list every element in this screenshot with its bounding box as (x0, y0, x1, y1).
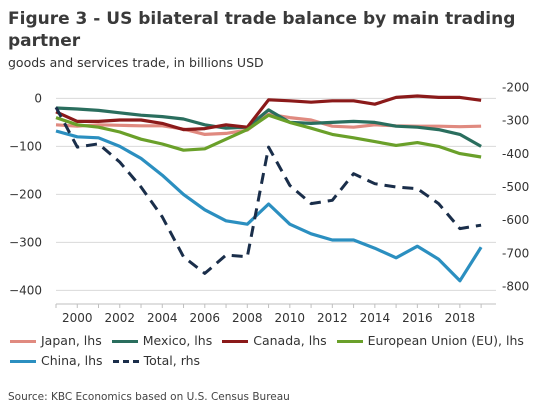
series-line-mexico-lhs (55, 106, 482, 148)
legend-item: Mexico, lhs (111, 333, 213, 348)
series-line-china-lhs (55, 129, 483, 283)
series-line-total-rhs (54, 106, 482, 275)
right-tick-label: -600 (502, 213, 529, 227)
legend-swatch (111, 340, 138, 343)
left-tick-label: −300 (9, 235, 42, 249)
legend-item: European Union (EU), lhs (336, 333, 524, 348)
legend-label: Canada, lhs (253, 333, 327, 348)
left-tick-label: −100 (9, 139, 42, 153)
legend-item: Japan, lhs (10, 333, 102, 348)
legend-swatch (222, 340, 249, 343)
chart-title: Figure 3 - US bilateral trade balance by… (8, 9, 516, 51)
legend-label: Japan, lhs (41, 333, 102, 348)
source-note: Source: KBC Economics based on U.S. Cens… (8, 391, 290, 403)
legend-item: Total, rhs (112, 353, 201, 368)
legend-label: Total, rhs (143, 353, 201, 368)
x-tick-label: 2012 (317, 311, 348, 325)
x-tick-label: 2018 (445, 311, 476, 325)
right-tick-label: -500 (502, 180, 529, 194)
x-tick-label: 2006 (190, 311, 221, 325)
right-axis-ticks: -200 -300 -400 -500 -600 -700 -800 (502, 80, 529, 293)
legend-label: China, lhs (41, 353, 103, 368)
x-axis: 2000 2002 2004 2006 2008 2010 2012 2014 2016 2018 (55, 303, 496, 325)
x-tick-label: 2014 (360, 311, 391, 325)
right-tick-label: -200 (502, 80, 529, 94)
legend-swatch (112, 360, 139, 363)
legend-item: China, lhs (10, 353, 103, 368)
left-axis-ticks: 0 −100 −200 −300 −400 (9, 91, 42, 297)
line-chart: 0 −100 −200 −300 −400 -200 -300 -400 -500 -600 -7… (9, 80, 529, 325)
legend-row: Japan, lhs Mexico, lhs Canada, lhs European… (10, 332, 540, 352)
series-line-canada-lhs (55, 94, 482, 132)
x-tick-label: 2002 (104, 311, 135, 325)
x-tick-label: 2004 (147, 311, 178, 325)
legend-item: Canada, lhs (222, 333, 327, 348)
series-lines (54, 94, 483, 283)
series-line-european-union-eu-lhs (55, 113, 482, 159)
legend-swatch (336, 340, 363, 343)
gridlines (56, 97, 496, 291)
x-tick-label: 2008 (232, 311, 263, 325)
legend-label: European Union (EU), lhs (367, 333, 524, 348)
left-tick-label: −400 (9, 283, 42, 297)
right-tick-label: -400 (502, 147, 529, 161)
x-tick-label: 2000 (62, 311, 93, 325)
left-tick-label: 0 (34, 91, 42, 105)
right-tick-label: -800 (502, 280, 529, 294)
legend-row: China, lhs Total, rhs (10, 352, 540, 372)
chart-subtitle: goods and services trade, in billions US… (8, 55, 264, 70)
legend-swatch (10, 360, 36, 363)
left-tick-label: −200 (9, 187, 42, 201)
right-tick-label: -300 (502, 114, 529, 128)
legend-swatch (10, 340, 36, 343)
x-tick-label: 2010 (275, 311, 306, 325)
legend: Japan, lhs Mexico, lhs Canada, lhs European… (10, 332, 540, 372)
x-tick-label: 2016 (402, 311, 433, 325)
right-tick-label: -700 (502, 246, 529, 260)
legend-label: Mexico, lhs (142, 333, 213, 348)
